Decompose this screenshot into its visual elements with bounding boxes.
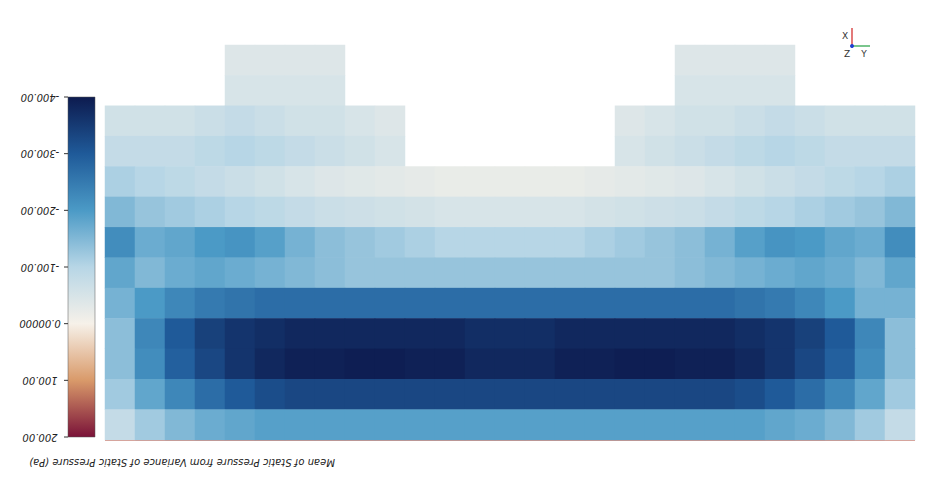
svg-text:0.00000: 0.00000: [19, 318, 60, 329]
svg-text:Z: Z: [844, 49, 850, 59]
svg-text:X: X: [842, 31, 848, 41]
svg-text:Mean of Static Pressure from V: Mean of Static Pressure from Variance of…: [29, 457, 335, 468]
svg-text:-100.00: -100.00: [21, 262, 60, 273]
svg-text:200.00: 200.00: [23, 432, 58, 443]
svg-text:-400.00: -400.00: [21, 92, 60, 103]
svg-text:-300.00: -300.00: [21, 148, 60, 159]
svg-text:Y: Y: [860, 49, 867, 59]
svg-text:-200.00: -200.00: [21, 205, 60, 216]
svg-text:100.00: 100.00: [23, 375, 58, 386]
